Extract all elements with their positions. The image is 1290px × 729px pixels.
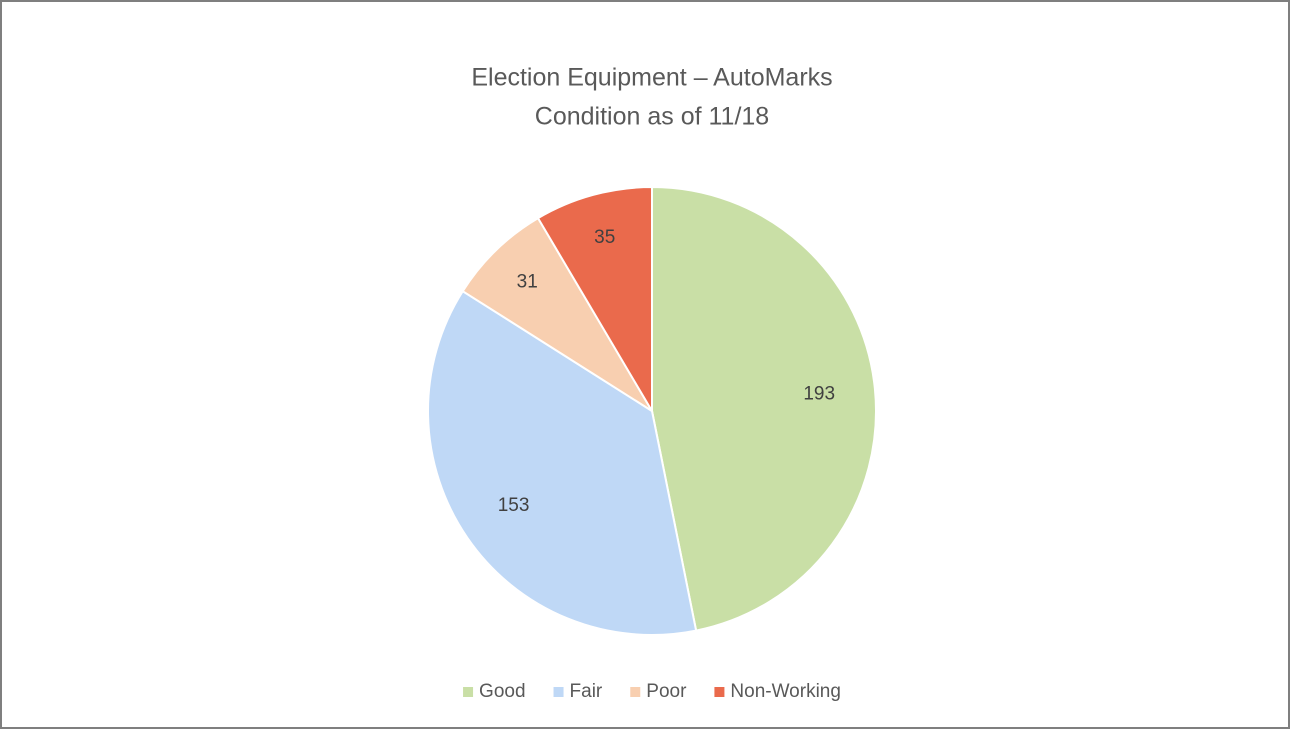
chart-title: Election Equipment – AutoMarks: [471, 64, 832, 92]
legend: Good Fair Poor Non-Working: [463, 681, 841, 702]
legend-label: Poor: [646, 681, 687, 702]
legend-label: Good: [479, 681, 525, 702]
legend-swatch: [463, 687, 474, 697]
pie-slice: [536, 185, 653, 415]
chart-subtitle: Condition as of 11/18: [535, 103, 769, 131]
legend-swatch: [553, 687, 564, 697]
legend-swatch: [714, 687, 725, 697]
pie-slice: [461, 216, 653, 412]
legend-label: Fair: [570, 681, 603, 702]
data-label: 31: [517, 271, 538, 292]
data-label: 35: [594, 227, 615, 248]
data-label: 153: [498, 495, 530, 516]
legend-swatch: [630, 687, 641, 697]
pie-slice: [651, 185, 877, 632]
legend-label: Non-Working: [730, 681, 841, 702]
data-label: 193: [803, 383, 835, 404]
pie-slice: [427, 289, 698, 636]
